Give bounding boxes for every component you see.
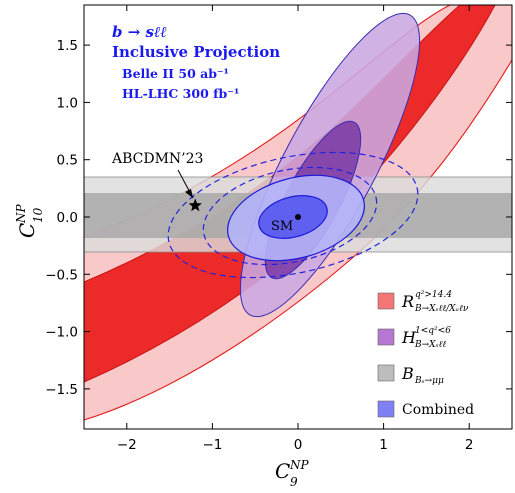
svg-text:NP: NP (14, 204, 28, 225)
annotation-label: ABCDMN’23 (111, 151, 203, 167)
title-block: b → sℓℓ Inclusive Projection Belle II 50… (112, 23, 280, 101)
legend-swatch (377, 328, 395, 346)
y-tick-label: −1.5 (45, 382, 78, 398)
legend-sup: q²>14.4 (415, 290, 452, 300)
y-axis-title: C 10 NP (14, 204, 45, 239)
x-tick-label: 2 (465, 437, 474, 453)
x-tick-label: 1 (379, 437, 388, 453)
legend-sup: 1<q²<6 (415, 326, 451, 336)
title-line-2: Inclusive Projection (112, 43, 280, 61)
dashed-ellipses (167, 151, 419, 279)
title-line-3: Belle II 50 ab⁻¹ (122, 66, 229, 81)
annotation-arrowhead (185, 189, 193, 198)
legend-swatch (377, 400, 395, 418)
title-line-4: HL-LHC 300 fb⁻¹ (122, 86, 239, 101)
abcdmn-star (188, 198, 202, 212)
x-tick-label: −1 (202, 437, 222, 453)
sm-point (295, 214, 301, 220)
y-tick-label: 1.5 (57, 38, 78, 54)
legend-label: Combined (402, 402, 474, 418)
svg-text:10: 10 (31, 207, 45, 223)
svg-text:C: C (15, 223, 39, 238)
legend-label: B (401, 364, 414, 383)
y-tick-label: −1.0 (45, 325, 78, 341)
y-axis: −1.5 −1.0 −0.5 0.0 0.5 1.0 1.5 (45, 38, 512, 398)
svg-text:9: 9 (290, 475, 298, 489)
legend-sub: Bₛ→μμ (414, 376, 444, 386)
x-tick-label: −2 (117, 437, 137, 453)
x-axis: −2 −1 0 1 2 (117, 5, 474, 453)
plot-area (84, 5, 512, 421)
svg-text:C: C (275, 459, 290, 483)
y-tick-label: 0.5 (57, 153, 78, 169)
legend-swatch (377, 364, 395, 382)
x-axis-title: C 9 NP (275, 458, 310, 489)
legend-label: H (401, 328, 417, 347)
title-line-1: b → sℓℓ (112, 23, 167, 41)
sm-label: SM (271, 219, 293, 234)
combined-ellipse-inner (258, 195, 328, 239)
y-tick-label: 0.0 (57, 210, 78, 226)
svg-text:NP: NP (289, 458, 310, 472)
legend-swatch (377, 292, 395, 310)
y-tick-label: −0.5 (45, 267, 78, 283)
legend-label: R (401, 292, 414, 311)
y-tick-label: 1.0 (57, 95, 78, 111)
legend-sub: B→Xₛℓℓ (414, 340, 446, 350)
legend-sub: B→Xₛℓℓ/Xᵤℓν (414, 304, 469, 314)
x-tick-label: 0 (294, 437, 303, 453)
points: SM (188, 198, 301, 234)
